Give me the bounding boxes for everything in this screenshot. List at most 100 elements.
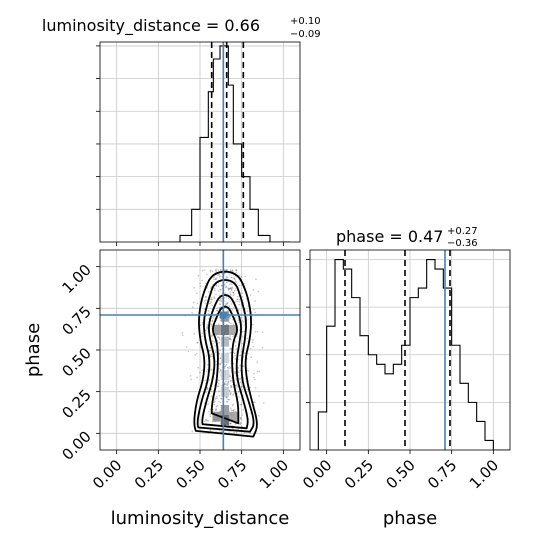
sample-point [226, 276, 229, 278]
sample-point [220, 397, 222, 400]
sample-point [213, 399, 216, 401]
sample-point [204, 296, 207, 298]
sample-point [229, 269, 232, 271]
sample-point [206, 370, 208, 373]
sample-point [196, 341, 199, 344]
sample-point [223, 382, 226, 385]
sample-point [234, 370, 236, 373]
sample-point [228, 321, 231, 324]
sample-point [241, 295, 244, 298]
sample-point [252, 345, 255, 348]
sample-point [219, 319, 222, 322]
sample-point [233, 408, 235, 411]
title-phase-upper: +0.27 [447, 226, 478, 237]
sample-point [236, 300, 239, 302]
sample-point [235, 281, 237, 284]
sample-point [228, 375, 231, 377]
sample-point [230, 393, 232, 395]
sample-point [217, 382, 220, 385]
sample-point [224, 304, 227, 307]
sample-point [242, 365, 245, 367]
sample-point [218, 363, 221, 365]
sample-point [210, 355, 212, 358]
sample-point [225, 276, 228, 278]
sample-point [230, 303, 233, 305]
x-tick-label: 0.75 [214, 456, 250, 492]
sample-point [225, 383, 228, 386]
sample-point [227, 288, 230, 291]
sample-point [208, 411, 210, 413]
sample-point [210, 285, 212, 288]
sample-point [231, 276, 233, 279]
sample-point [221, 384, 223, 387]
sample-point [209, 408, 211, 410]
sample-point [241, 342, 243, 345]
sample-point [234, 278, 236, 280]
sample-point [229, 291, 231, 293]
sample-point [224, 380, 227, 383]
sample-point [229, 347, 232, 350]
sample-point [204, 420, 206, 422]
sample-point [229, 422, 231, 425]
sample-point [250, 347, 252, 350]
sample-point [234, 344, 237, 347]
sample-point [218, 400, 220, 403]
sample-point [225, 396, 227, 399]
sample-point [203, 300, 206, 302]
axis-ticks [96, 45, 284, 246]
sample-point [228, 287, 231, 290]
panel-phase-hist: phase = 0.47 +0.27 −0.36 [306, 226, 511, 454]
sample-point [220, 431, 223, 433]
sample-point [207, 310, 210, 312]
sample-point [238, 390, 240, 393]
sample-point [216, 309, 218, 312]
sample-point [210, 388, 213, 391]
sample-point [219, 306, 222, 308]
x-tick-label: 0.00 [299, 456, 335, 492]
sample-point [229, 337, 231, 339]
sample-point [206, 324, 208, 326]
sample-point [191, 306, 194, 308]
sample-point [211, 320, 214, 322]
sample-point [219, 303, 222, 306]
sample-point [256, 330, 259, 333]
sample-point [231, 404, 234, 407]
sample-point [215, 408, 217, 410]
sample-point [233, 432, 235, 434]
sample-point [229, 287, 231, 289]
sample-point [235, 341, 237, 343]
sample-point [229, 294, 232, 297]
sample-point [231, 283, 233, 286]
sample-point [233, 277, 236, 280]
sample-point [211, 335, 213, 338]
title-luminosity-distance-lower: −0.09 [290, 29, 321, 40]
sample-point [228, 366, 231, 368]
sample-point [253, 378, 256, 381]
sample-point [236, 295, 239, 298]
sample-point [219, 410, 221, 412]
sample-point [229, 315, 231, 318]
sample-point [240, 385, 243, 388]
sample-point [218, 274, 220, 276]
sample-point [241, 389, 244, 391]
sample-point [240, 403, 243, 406]
sample-point [235, 383, 238, 386]
sample-point [238, 303, 241, 306]
sample-point [199, 285, 202, 288]
sample-point [196, 376, 198, 379]
sample-point [206, 327, 209, 329]
sample-point [228, 305, 231, 307]
sample-point [238, 299, 241, 301]
sample-point [252, 289, 255, 291]
sample-point [230, 386, 233, 388]
x-tick-label: 1.00 [466, 456, 502, 492]
sample-point [229, 391, 232, 394]
sample-point [230, 407, 232, 409]
sample-point [201, 321, 204, 324]
x-tick-label: 1.00 [256, 456, 292, 492]
sample-point [251, 323, 254, 326]
sample-point [223, 367, 226, 369]
sample-point [227, 367, 230, 370]
sample-point [196, 302, 199, 305]
sample-point [253, 372, 255, 375]
